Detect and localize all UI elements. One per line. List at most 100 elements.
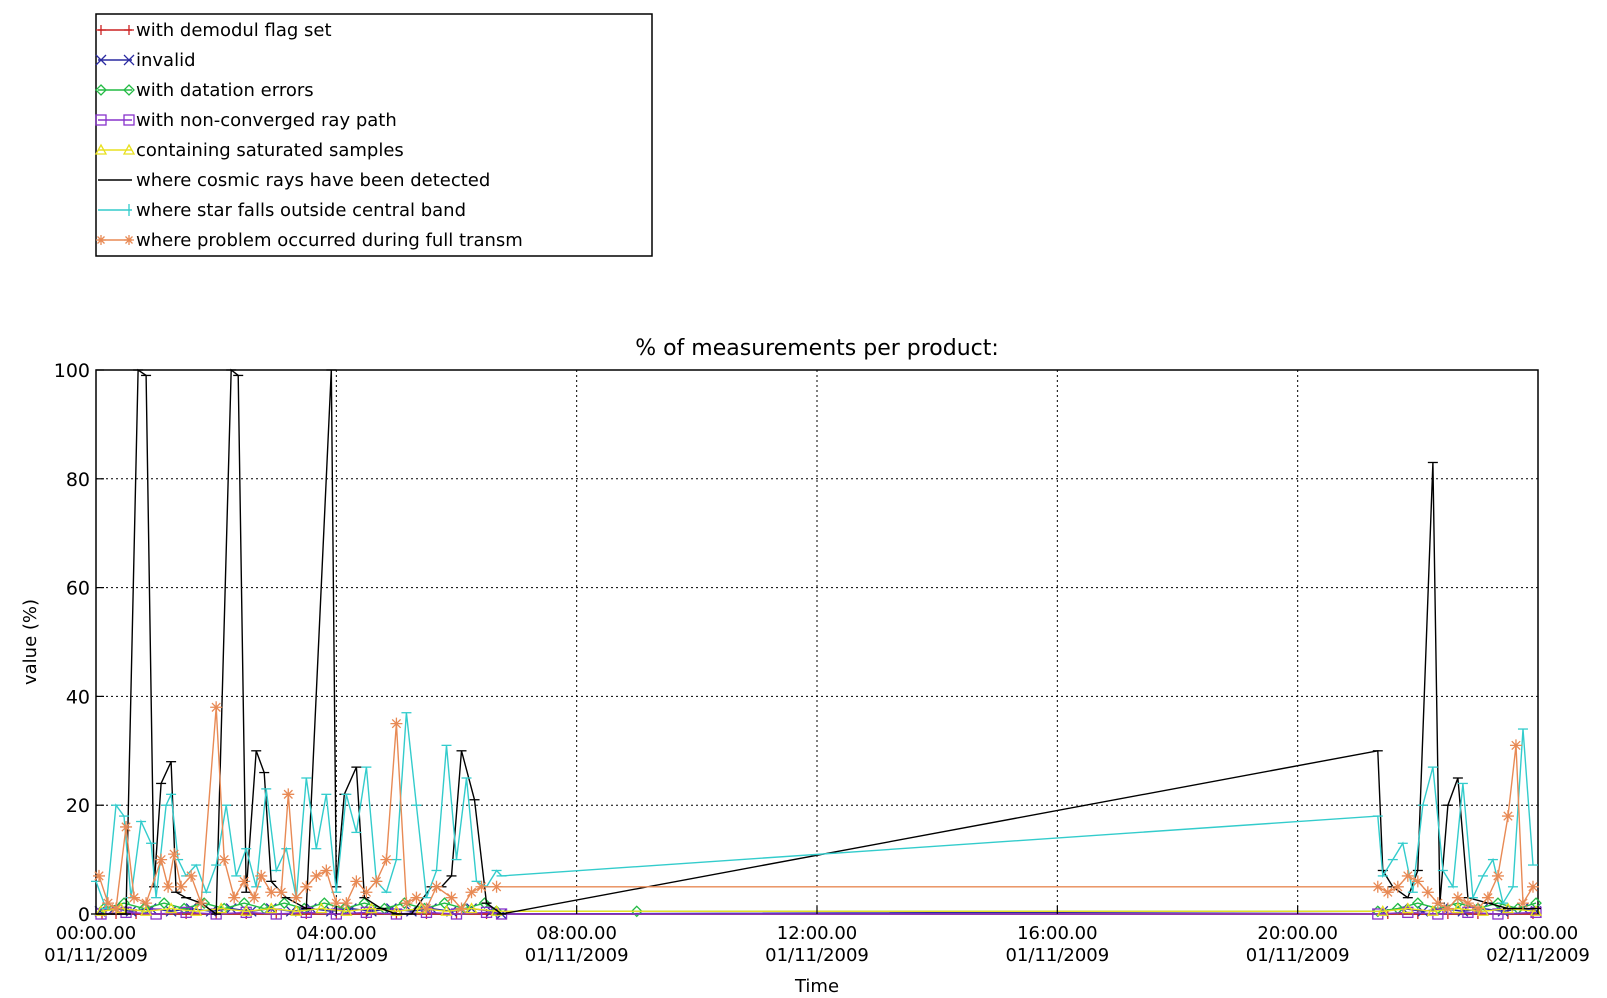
data-point: [1501, 810, 1514, 823]
data-point: [282, 788, 295, 801]
y-tick-label: 60: [66, 578, 90, 600]
data-point: [330, 897, 343, 910]
legend-label: containing saturated samples: [136, 140, 404, 161]
x-axis-label: Time: [794, 976, 839, 997]
data-point: [390, 717, 403, 730]
series-line: [98, 707, 1534, 910]
data-point: [290, 891, 303, 904]
x-tick-date: 02/11/2009: [1486, 945, 1590, 966]
data-point: [490, 904, 503, 916]
x-tick-date: 01/11/2009: [44, 945, 148, 966]
data-point: [1471, 902, 1484, 915]
data-point: [390, 904, 403, 916]
chart-title: % of measurements per product:: [635, 336, 999, 361]
y-tick-label: 20: [66, 795, 90, 817]
legend-item: where star falls outside central band: [98, 200, 466, 221]
data-point: [139, 904, 153, 916]
data-point: [320, 864, 333, 877]
data-point: [1411, 875, 1424, 888]
legend-marker: [124, 25, 134, 35]
data-point: [1391, 880, 1404, 893]
legend-marker: [124, 235, 134, 245]
legend-box: [95, 13, 653, 257]
legend-label: where star falls outside central band: [136, 200, 466, 221]
series-layer: [91, 368, 1543, 920]
data-point: [162, 880, 175, 893]
legend-item: where problem occurred during full trans…: [96, 230, 523, 251]
data-point: [480, 906, 493, 919]
x-tick-date: 01/11/2009: [525, 945, 629, 966]
data-point: [340, 897, 353, 910]
data-point: [228, 891, 241, 904]
data-point: [102, 897, 115, 910]
data-point: [350, 875, 363, 888]
legend-item: with demodul flag set: [96, 20, 332, 41]
data-point: [165, 905, 177, 917]
data-point: [1509, 739, 1522, 752]
legend-marker: [123, 114, 135, 126]
data-point: [265, 902, 278, 914]
data-point: [155, 853, 168, 866]
y-tick-label: 100: [54, 360, 90, 382]
data-point: [238, 875, 251, 888]
data-point: [158, 897, 171, 910]
data-point: [1426, 904, 1439, 916]
y-axis-ticks: 0 20 40 60 80 100: [54, 360, 104, 926]
data-point: [490, 880, 503, 893]
data-point: [180, 906, 192, 919]
legend-label: with non-converged ray path: [136, 110, 397, 131]
legend-item: containing saturated samples: [94, 140, 404, 161]
legend-item: where cosmic rays have been detected: [98, 170, 490, 191]
data-point: [128, 891, 141, 904]
data-point: [255, 869, 268, 882]
data-point: [290, 904, 303, 916]
data-point: [1516, 897, 1529, 910]
data-point: [1492, 897, 1504, 910]
x-tick-date: 01/11/2009: [765, 945, 869, 966]
legend-marker: [95, 114, 107, 126]
series-8: [93, 701, 1539, 915]
data-point: [265, 886, 278, 899]
data-point: [1441, 902, 1454, 915]
data-point: [215, 902, 228, 914]
data-point: [94, 904, 108, 916]
data-point: [465, 886, 478, 899]
data-point: [300, 880, 313, 893]
data-point: [164, 902, 178, 914]
data-point: [1417, 905, 1429, 917]
x-tick-time: 00:00.00: [1498, 923, 1579, 944]
data-point: [140, 897, 153, 910]
data-point: [445, 891, 458, 904]
data-point: [1481, 891, 1494, 904]
data-point: [1431, 897, 1444, 910]
x-tick-date: 01/11/2009: [1246, 945, 1350, 966]
data-point: [1372, 908, 1384, 920]
legend: with demodul flag set invalid with datatio…: [94, 13, 653, 257]
legend-label: with demodul flag set: [136, 20, 332, 41]
x-tick-time: 12:00.00: [777, 923, 858, 944]
x-tick-time: 00:00.00: [56, 923, 137, 944]
x-tick-time: 20:00.00: [1257, 923, 1338, 944]
legend-marker: [122, 143, 136, 155]
legend-label: invalid: [136, 50, 196, 71]
data-point: [358, 897, 371, 910]
data-point: [120, 820, 133, 833]
data-point: [1451, 891, 1464, 904]
data-point: [315, 902, 328, 914]
grid: [96, 370, 1538, 914]
data-point: [360, 886, 373, 899]
data-point: [440, 904, 453, 916]
data-point: [410, 891, 423, 904]
data-point: [218, 853, 231, 866]
data-point: [1401, 902, 1414, 914]
data-point: [380, 853, 393, 866]
data-point: [455, 902, 468, 915]
data-point: [168, 848, 181, 861]
legend-marker: [95, 84, 107, 96]
legend-item: with non-converged ray path: [95, 110, 397, 131]
data-point: [1421, 886, 1434, 899]
data-point: [190, 904, 203, 916]
data-point: [1371, 880, 1384, 893]
data-point: [195, 897, 208, 910]
